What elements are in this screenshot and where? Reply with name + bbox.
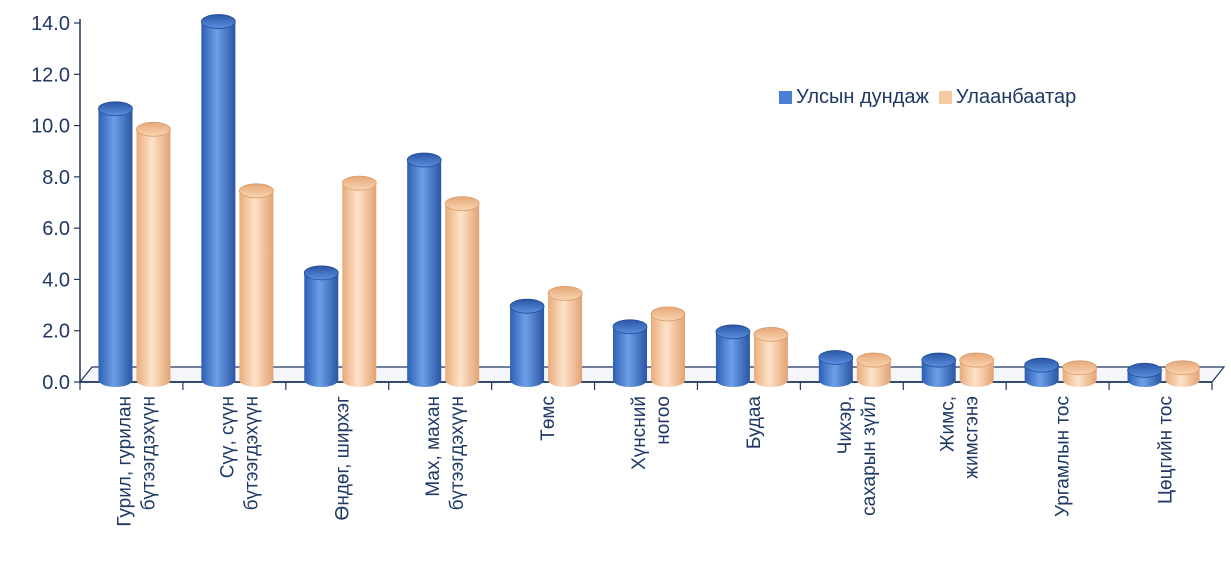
bar-ulaanbaatar bbox=[444, 196, 480, 388]
bar-national bbox=[200, 14, 236, 388]
bar-national bbox=[98, 101, 133, 388]
bar-national bbox=[921, 352, 957, 388]
legend-label: Улсын дундаж bbox=[796, 86, 930, 108]
bar-ulaanbaatar bbox=[1165, 360, 1200, 388]
x-category-label: ногоо bbox=[653, 396, 674, 445]
bar-ulaanbaatar bbox=[856, 352, 892, 388]
bar-national bbox=[612, 319, 648, 387]
bar-national bbox=[509, 298, 545, 387]
x-category-label: бүтээгдэхүүн bbox=[138, 396, 159, 510]
y-tick-label: 10.0 bbox=[31, 116, 70, 138]
bar-ulaanbaatar bbox=[1062, 360, 1098, 387]
bar-national bbox=[1024, 357, 1060, 388]
bar-national bbox=[303, 265, 339, 388]
bar-ulaanbaatar bbox=[136, 121, 171, 388]
x-category-label: сахарын зүйл bbox=[859, 396, 880, 516]
bar-ulaanbaatar bbox=[959, 352, 995, 388]
y-tick-label: 8.0 bbox=[42, 167, 70, 189]
x-category-label: Өндөг, ширхэг bbox=[332, 396, 353, 520]
x-category-label: Сүү, сүүн bbox=[217, 396, 238, 478]
bar-national bbox=[1127, 362, 1162, 388]
y-tick-label: 14.0 bbox=[31, 13, 70, 35]
x-category-label: Гурил, гурилан bbox=[114, 396, 135, 527]
legend-label: Улаанбаатар bbox=[956, 86, 1076, 108]
y-tick-label: 4.0 bbox=[42, 269, 70, 291]
x-category-label: Цөцгийн тос bbox=[1156, 396, 1177, 504]
y-tick-label: 0.0 bbox=[42, 372, 70, 394]
x-category-label: Будаа bbox=[744, 396, 765, 450]
bar-national bbox=[818, 350, 854, 388]
bar-ulaanbaatar bbox=[341, 175, 377, 388]
y-tick-label: 12.0 bbox=[31, 64, 70, 86]
x-category-label: Чихэр, bbox=[835, 396, 856, 454]
x-category-label: Төмс bbox=[538, 396, 559, 441]
x-category-label: Хүнсний bbox=[629, 396, 650, 470]
bar-ulaanbaatar bbox=[650, 306, 686, 387]
bar-ulaanbaatar bbox=[753, 327, 789, 388]
x-category-label: Мах, махан bbox=[423, 396, 444, 497]
y-tick-label: 2.0 bbox=[42, 321, 70, 343]
bar-ulaanbaatar bbox=[238, 183, 274, 388]
bar-ulaanbaatar bbox=[547, 285, 583, 388]
y-tick-label: 6.0 bbox=[42, 218, 70, 240]
x-category-label: жимсгэнэ bbox=[962, 396, 983, 479]
x-category-label: бүтээгдэхүүн bbox=[241, 396, 262, 510]
x-category-label: Жимс, bbox=[938, 396, 959, 452]
legend-swatch bbox=[779, 91, 792, 104]
bar-national bbox=[715, 324, 751, 388]
x-category-label: Ургамлын тос bbox=[1053, 396, 1074, 517]
legend-swatch bbox=[938, 91, 952, 104]
chart-legend: Улсын дундаж Улаанбаатар bbox=[779, 86, 1076, 108]
bar-national bbox=[406, 152, 442, 388]
x-category-label: бүтээгдэхүүн bbox=[447, 396, 468, 510]
